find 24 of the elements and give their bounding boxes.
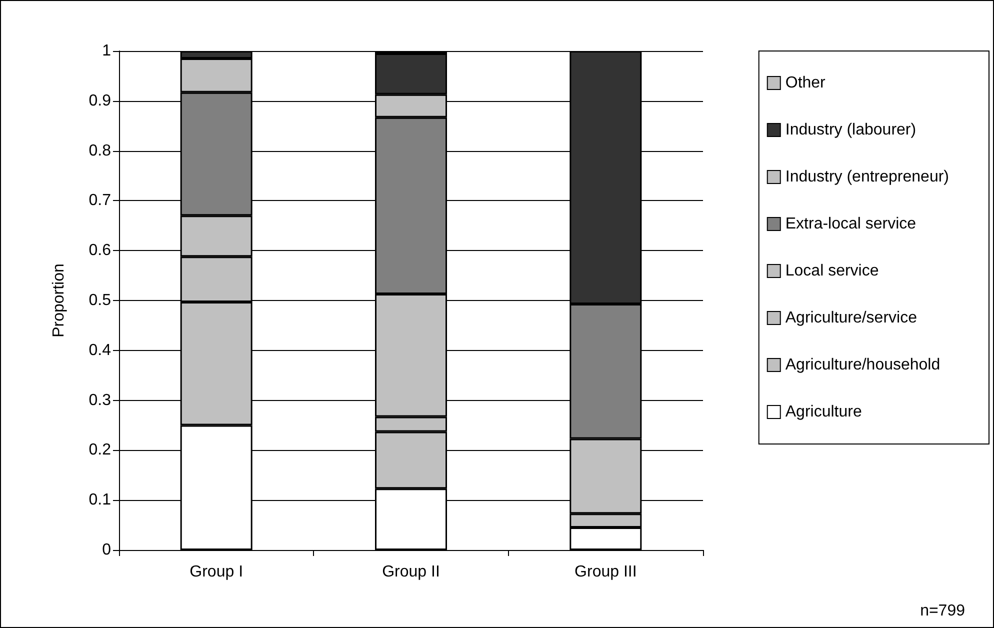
y-tick-label: 0.5: [88, 292, 112, 309]
legend-label: Industry (entrepreneur): [785, 168, 950, 186]
legend-label: Extra-local service: [785, 216, 916, 232]
legend-label: Agriculture/household: [785, 356, 940, 374]
x-tick-label: Group III: [574, 564, 637, 580]
legend-label: Industry (labourer): [785, 122, 916, 138]
y-tick-label: 0.6: [88, 242, 112, 260]
y-tick-label: 0.8: [88, 142, 112, 160]
y-tick-label: 1: [102, 42, 112, 60]
legend-label: Other: [785, 74, 826, 92]
y-tick-label: 0.2: [88, 442, 112, 459]
y-tick-label: 0.1: [88, 492, 112, 509]
legend-label: Agriculture: [785, 404, 862, 420]
y-tick-label: 0.9: [88, 92, 112, 110]
y-axis-title: Proportion: [50, 264, 68, 338]
x-tick-label: Group I: [190, 564, 244, 580]
legend-label: Local service: [785, 262, 879, 280]
x-tick-label: Group II: [382, 564, 440, 580]
legend-label: Agriculture/service: [785, 310, 918, 326]
y-tick-label: 0.7: [88, 192, 112, 210]
text: n=799: [920, 602, 966, 620]
y-tick-label: 0: [102, 542, 112, 558]
y-tick-label: 0.3: [88, 392, 112, 409]
y-tick-label: 0.4: [88, 342, 112, 359]
